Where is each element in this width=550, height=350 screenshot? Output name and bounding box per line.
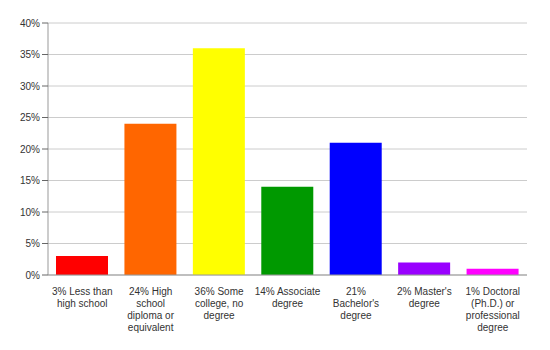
svg-text:24% Highschooldiploma orequiva: 24% Highschooldiploma orequivalent (127, 286, 174, 333)
svg-text:40%: 40% (20, 18, 40, 29)
svg-text:14% Associatedegree: 14% Associatedegree (255, 286, 321, 309)
svg-text:15%: 15% (20, 175, 40, 186)
svg-text:1% Doctoral(Ph.D.) orprofessio: 1% Doctoral(Ph.D.) orprofessionaldegree (466, 286, 520, 333)
svg-text:35%: 35% (20, 49, 40, 60)
svg-text:20%: 20% (20, 144, 40, 155)
svg-text:36% Somecollege, nodegree: 36% Somecollege, nodegree (195, 286, 244, 321)
svg-text:0%: 0% (26, 270, 41, 281)
svg-text:5%: 5% (26, 238, 41, 249)
svg-text:21%Bachelor'sdegree: 21%Bachelor'sdegree (333, 286, 379, 321)
svg-text:30%: 30% (20, 81, 40, 92)
svg-text:3% Less thanhigh school: 3% Less thanhigh school (52, 286, 113, 309)
svg-text:10%: 10% (20, 207, 40, 218)
svg-text:25%: 25% (20, 112, 40, 123)
svg-text:2% Master'sdegree: 2% Master'sdegree (397, 286, 452, 309)
